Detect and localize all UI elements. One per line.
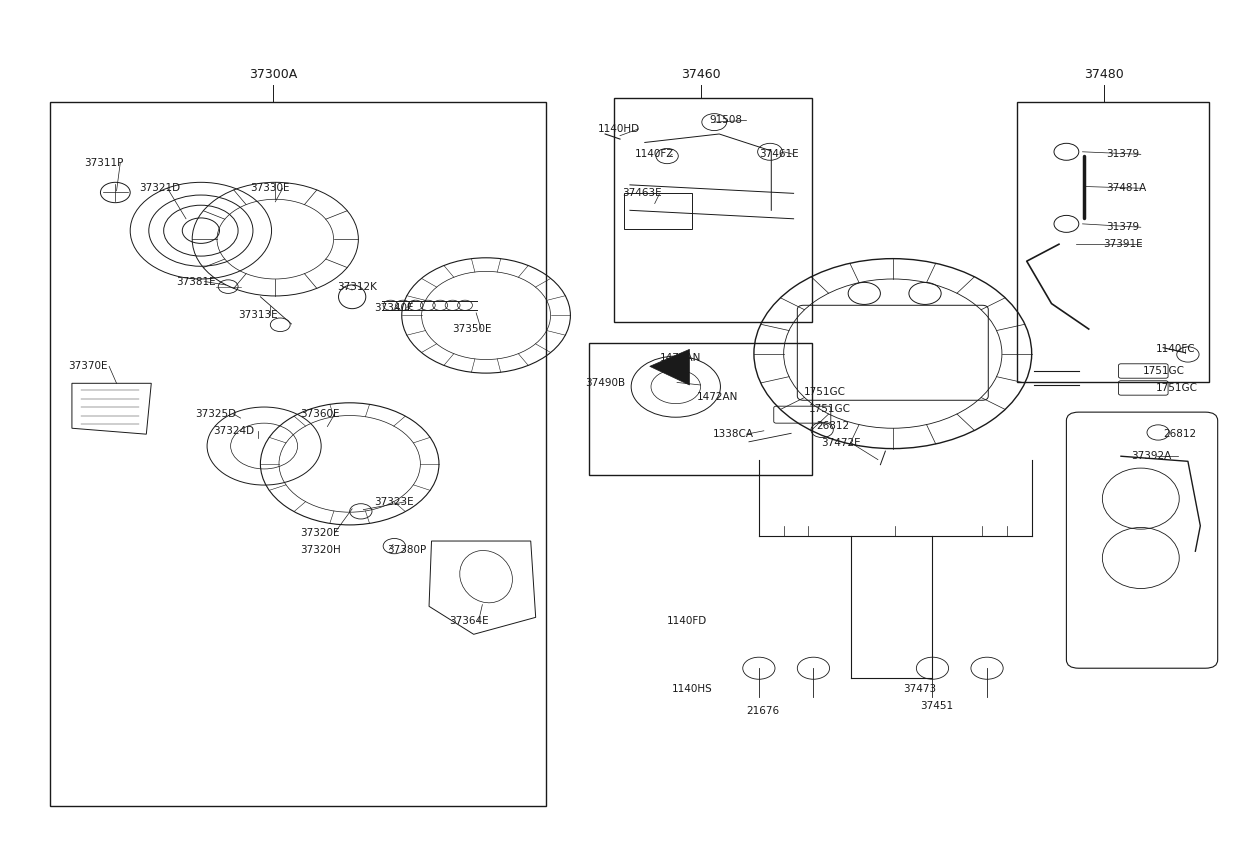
Text: 1140FC: 1140FC <box>1156 344 1195 354</box>
Text: 37320H: 37320H <box>300 544 341 555</box>
Text: 37381E: 37381E <box>176 276 216 287</box>
Text: 31379: 31379 <box>1106 149 1140 159</box>
Text: 21676: 21676 <box>746 706 780 716</box>
Text: 37311P: 37311P <box>84 158 124 168</box>
Text: 1140HS: 1140HS <box>672 683 713 694</box>
Text: 37321D: 37321D <box>139 183 180 193</box>
Text: 37480: 37480 <box>1084 68 1123 81</box>
Text: 37472E: 37472E <box>821 438 861 448</box>
Text: 37461E: 37461E <box>759 149 799 159</box>
Text: 1140FD: 1140FD <box>667 616 707 626</box>
Text: 26812: 26812 <box>816 421 849 431</box>
Text: 37490B: 37490B <box>585 378 625 388</box>
Text: 1140FZ: 1140FZ <box>635 149 675 159</box>
Text: 37364E: 37364E <box>449 616 489 626</box>
Polygon shape <box>650 349 689 385</box>
Text: 1751GC: 1751GC <box>808 404 851 414</box>
Text: 1472AN: 1472AN <box>660 353 701 363</box>
Text: 37473: 37473 <box>903 683 936 694</box>
Text: 91508: 91508 <box>709 115 743 126</box>
Text: 37370E: 37370E <box>68 361 108 371</box>
Text: 37451: 37451 <box>920 700 954 711</box>
Text: 37300A: 37300A <box>249 68 296 81</box>
Text: 1140HD: 1140HD <box>598 124 640 134</box>
Text: 37330E: 37330E <box>250 183 290 193</box>
Text: 37325D: 37325D <box>195 409 236 419</box>
Text: 1338CA: 1338CA <box>713 429 754 439</box>
Text: 1472AN: 1472AN <box>697 392 738 402</box>
Text: 37481A: 37481A <box>1106 183 1146 193</box>
Text: 37380P: 37380P <box>387 544 427 555</box>
Text: 37324D: 37324D <box>213 426 254 436</box>
Text: 1751GC: 1751GC <box>1156 383 1198 393</box>
Text: 37313E: 37313E <box>238 310 278 321</box>
Text: 37320E: 37320E <box>300 527 340 538</box>
Text: 37323E: 37323E <box>374 497 414 507</box>
Text: 37463E: 37463E <box>622 188 662 198</box>
Text: 37392A: 37392A <box>1131 451 1171 461</box>
Text: 26812: 26812 <box>1163 429 1197 439</box>
Text: 1751GC: 1751GC <box>804 387 846 397</box>
Text: 37350E: 37350E <box>453 324 492 334</box>
Text: 31379: 31379 <box>1106 222 1140 232</box>
Text: 1751GC: 1751GC <box>1143 366 1185 377</box>
Text: 37340E: 37340E <box>374 303 414 313</box>
Text: 37360E: 37360E <box>300 409 340 419</box>
Text: 37391E: 37391E <box>1104 239 1143 249</box>
Text: 37460: 37460 <box>681 68 720 81</box>
Text: 37312K: 37312K <box>337 282 377 292</box>
